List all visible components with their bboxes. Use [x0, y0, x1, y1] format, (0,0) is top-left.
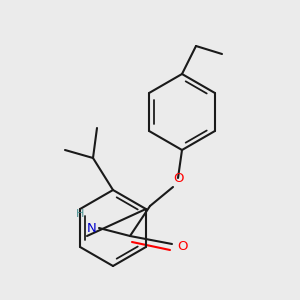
Text: N: N — [87, 221, 97, 235]
Text: H: H — [76, 209, 84, 219]
Text: O: O — [173, 172, 183, 184]
Text: O: O — [177, 241, 187, 254]
